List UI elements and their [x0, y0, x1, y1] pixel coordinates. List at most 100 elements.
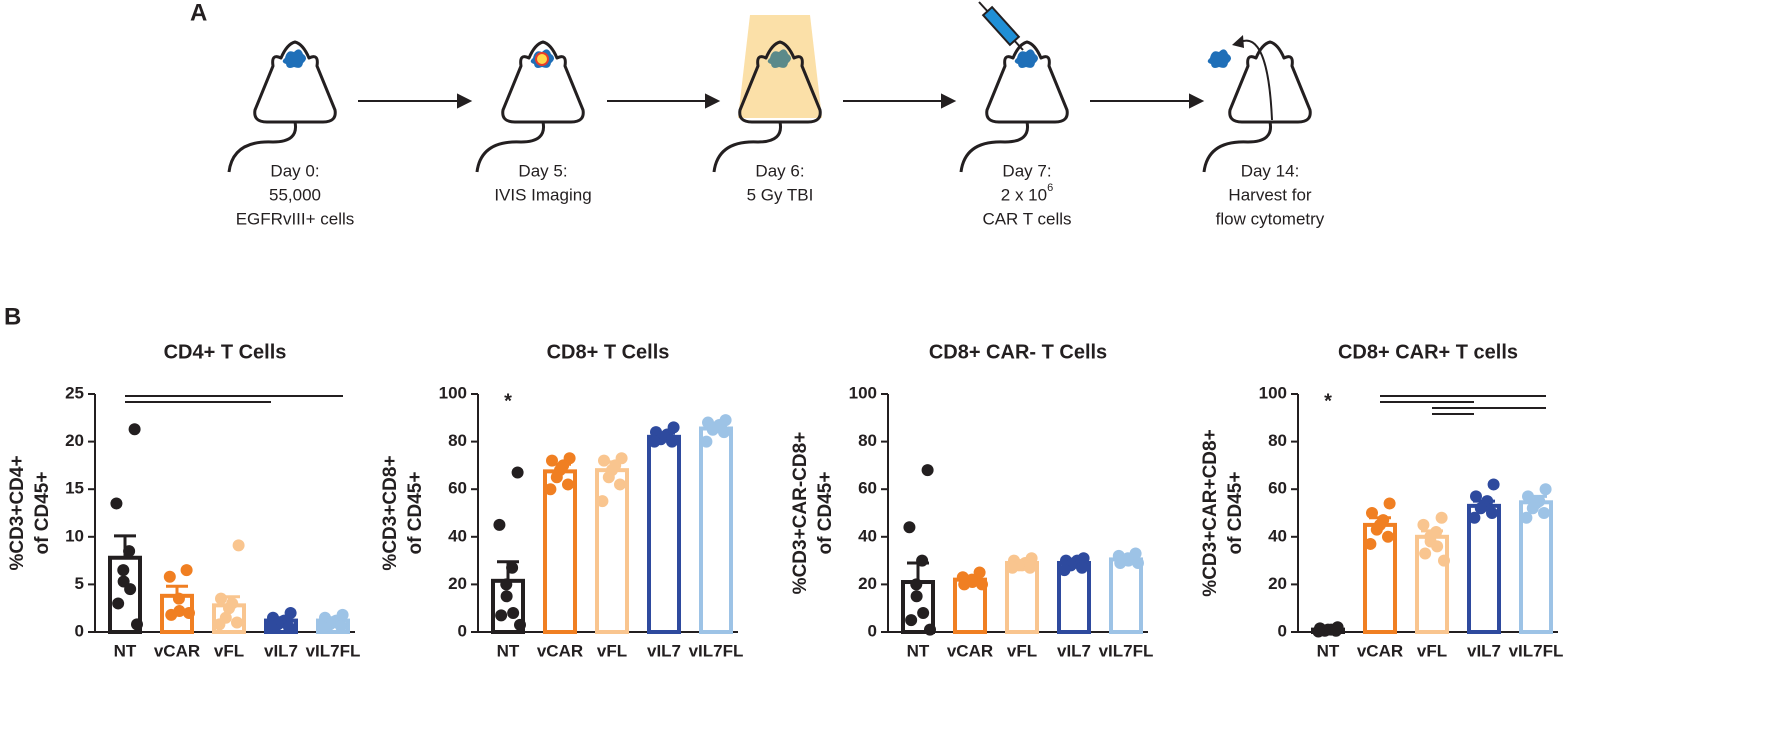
mouse	[1202, 35, 1312, 173]
data-point	[163, 570, 176, 583]
data-point	[916, 554, 929, 567]
data-point	[172, 592, 185, 605]
data-point	[544, 483, 557, 496]
data-point	[232, 539, 245, 552]
y-tick-label: 100	[439, 383, 467, 402]
chart-title: CD8+ CAR+ T cells	[1338, 341, 1518, 363]
data-point	[1114, 556, 1127, 569]
step-label: CAR T cells	[982, 209, 1071, 228]
x-tick-label: NT	[497, 641, 520, 660]
y-tick-label: 80	[858, 431, 877, 450]
data-point	[917, 606, 930, 619]
data-point	[718, 426, 730, 439]
step-label: Day 0:	[270, 161, 319, 180]
syringe	[981, 5, 1021, 47]
chart-title: CD4+ T Cells	[164, 341, 287, 363]
x-tick-label: vIL7	[264, 641, 298, 660]
data-point	[1522, 490, 1534, 503]
data-point	[1382, 530, 1394, 543]
y-axis-label: of CD45+	[32, 472, 53, 555]
data-point	[602, 471, 615, 484]
x-tick-label: vFL	[1007, 641, 1037, 660]
data-point	[117, 564, 130, 577]
bar	[1467, 503, 1501, 634]
y-tick-label: 80	[1268, 431, 1287, 450]
data-point	[1435, 511, 1448, 524]
data-point	[973, 566, 986, 579]
y-tick-label: 20	[448, 574, 467, 593]
data-point	[1076, 561, 1088, 574]
mouse	[959, 1, 1069, 173]
y-axis-label: %CD3+CD8+	[380, 455, 401, 570]
data-point	[1383, 497, 1396, 510]
tumor	[767, 49, 791, 68]
y-tick-label: 20	[65, 431, 84, 450]
data-point	[1468, 511, 1481, 524]
data-point	[1006, 561, 1019, 574]
exponent: 6	[1047, 182, 1053, 194]
data-point	[648, 435, 661, 448]
data-point	[910, 578, 923, 591]
data-point	[112, 597, 125, 610]
tumor	[1014, 49, 1038, 68]
data-point	[500, 590, 513, 603]
chart-title: CD8+ T Cells	[547, 341, 670, 363]
mouse-tail	[475, 121, 546, 173]
data-point	[1370, 523, 1383, 536]
data-point	[1470, 490, 1482, 503]
chart-title: CD8+ CAR- T Cells	[929, 341, 1107, 363]
bar	[647, 434, 681, 634]
data-point	[546, 454, 558, 467]
bar	[699, 426, 733, 635]
bar	[1109, 557, 1143, 634]
data-point	[495, 609, 508, 622]
data-point	[265, 621, 278, 634]
x-tick-label: vIL7FL	[1509, 641, 1564, 660]
y-tick-label: 40	[858, 526, 877, 545]
y-tick-label: 100	[849, 383, 877, 402]
tumor	[1207, 49, 1231, 68]
x-tick-label: vCAR	[1357, 641, 1403, 660]
y-tick-label: 0	[1278, 621, 1287, 640]
data-point	[1417, 518, 1430, 531]
y-tick-label: 60	[1268, 479, 1287, 498]
data-point	[1487, 478, 1500, 491]
panel-label: A	[190, 0, 207, 26]
panel-label: B	[4, 303, 21, 330]
data-point	[335, 620, 347, 633]
step-label: Harvest for	[1228, 185, 1311, 204]
data-point	[614, 478, 626, 491]
data-point	[1526, 502, 1539, 515]
step-label: Day 6:	[755, 161, 804, 180]
data-point	[1366, 507, 1378, 519]
data-point	[550, 471, 563, 484]
x-tick-label: vIL7	[1057, 641, 1091, 660]
x-tick-label: NT	[907, 641, 930, 660]
x-tick-label: vIL7	[647, 641, 681, 660]
data-point	[131, 618, 143, 631]
step-label: EGFRvIII+ cells	[236, 209, 355, 228]
data-point	[700, 435, 713, 448]
data-point	[215, 592, 227, 605]
x-tick-label: vIL7FL	[689, 641, 744, 660]
y-tick-label: 0	[458, 621, 467, 640]
y-tick-label: 40	[1268, 526, 1287, 545]
x-tick-label: vIL7FL	[1099, 641, 1154, 660]
x-tick-label: NT	[114, 641, 137, 660]
bar	[543, 469, 577, 634]
bar	[1057, 560, 1091, 634]
y-axis-label: of CD45+	[405, 472, 426, 555]
significance-star: *	[1324, 390, 1332, 412]
x-tick-label: vCAR	[154, 641, 200, 660]
data-point	[562, 478, 574, 491]
x-tick-label: vFL	[1417, 641, 1447, 660]
y-tick-label: 40	[448, 526, 467, 545]
data-point	[1058, 564, 1071, 577]
data-point	[514, 618, 526, 631]
y-axis-label: of CD45+	[1225, 472, 1246, 555]
step-label: 2 x 106	[1001, 182, 1053, 205]
data-point	[1419, 547, 1432, 560]
step-label: Day 14:	[1241, 161, 1300, 180]
bar	[1519, 500, 1553, 635]
